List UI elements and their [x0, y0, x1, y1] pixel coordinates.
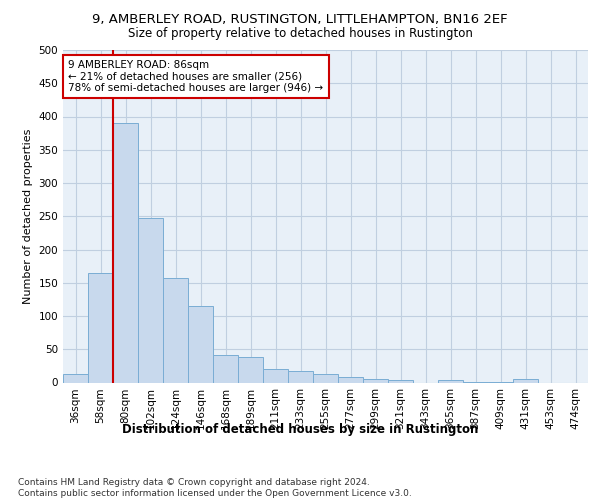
Bar: [213, 354, 238, 382]
Bar: [238, 357, 263, 382]
Bar: [263, 369, 288, 382]
Y-axis label: Number of detached properties: Number of detached properties: [23, 128, 33, 304]
Bar: [438, 380, 463, 382]
Bar: [388, 380, 413, 382]
Bar: [513, 378, 538, 382]
Bar: [63, 374, 88, 382]
Text: Distribution of detached houses by size in Rustington: Distribution of detached houses by size …: [122, 422, 478, 436]
Bar: [363, 378, 388, 382]
Bar: [288, 371, 313, 382]
Bar: [188, 306, 213, 382]
Bar: [88, 273, 113, 382]
Text: Contains HM Land Registry data © Crown copyright and database right 2024.
Contai: Contains HM Land Registry data © Crown c…: [18, 478, 412, 498]
Bar: [338, 377, 363, 382]
Text: 9 AMBERLEY ROAD: 86sqm
← 21% of detached houses are smaller (256)
78% of semi-de: 9 AMBERLEY ROAD: 86sqm ← 21% of detached…: [68, 60, 323, 93]
Bar: [113, 123, 138, 382]
Text: Size of property relative to detached houses in Rustington: Size of property relative to detached ho…: [128, 28, 472, 40]
Bar: [163, 278, 188, 382]
Text: 9, AMBERLEY ROAD, RUSTINGTON, LITTLEHAMPTON, BN16 2EF: 9, AMBERLEY ROAD, RUSTINGTON, LITTLEHAMP…: [92, 12, 508, 26]
Bar: [138, 218, 163, 382]
Bar: [313, 374, 338, 382]
